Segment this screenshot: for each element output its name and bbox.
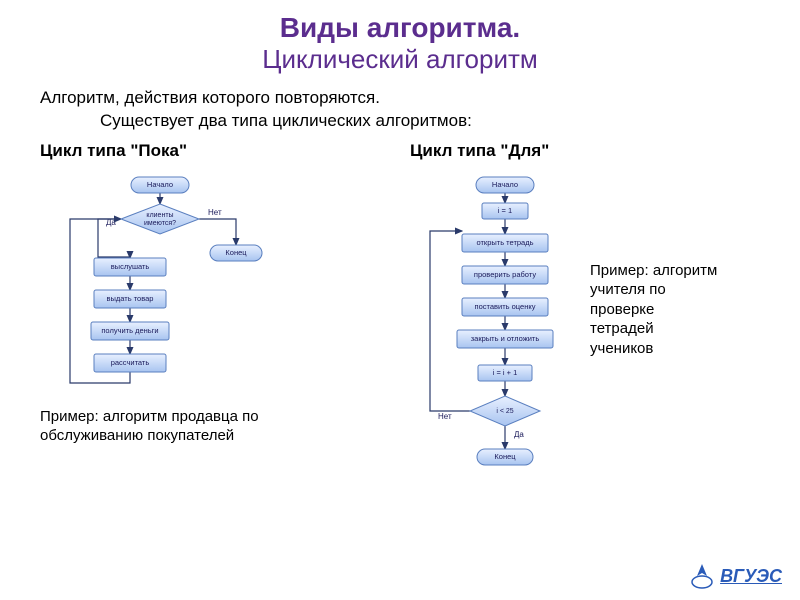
intro-block: Алгоритм, действия которого повторяются.…: [0, 79, 800, 135]
svg-text:Конец: Конец: [225, 248, 247, 257]
heading-for: Цикл типа "Для": [410, 141, 760, 161]
svg-text:клиенты: клиенты: [146, 212, 173, 219]
svg-text:имеются?: имеются?: [144, 220, 176, 227]
svg-text:Нет: Нет: [438, 412, 452, 421]
column-for: Цикл типа "Для" Да Нет Начало i = 1 открыть …: [410, 141, 760, 491]
heading-while: Цикл типа "Пока": [40, 141, 390, 161]
svg-text:закрыть и отложить: закрыть и отложить: [471, 334, 540, 343]
svg-text:проверить работу: проверить работу: [474, 270, 536, 279]
footer-logo: ВГУЭС: [690, 562, 782, 590]
flowchart-while: ДаНетНачалоклиентыимеются?Конецвыслушать…: [40, 171, 280, 401]
title-main: Виды алгоритма.: [20, 12, 780, 44]
svg-text:i < 25: i < 25: [496, 408, 513, 415]
intro-line2: Существует два типа циклических алгоритм…: [40, 110, 760, 133]
logo-text: ВГУЭС: [720, 566, 782, 587]
svg-text:Конец: Конец: [494, 452, 516, 461]
svg-text:открыть тетрадь: открыть тетрадь: [476, 238, 533, 247]
svg-text:получить деньги: получить деньги: [101, 326, 158, 335]
intro-line1: Алгоритм, действия которого повторяются.: [40, 87, 760, 110]
flowchart-for: Да Нет Начало i = 1 открыть тетрадь проверить…: [410, 171, 580, 491]
title-sub: Циклический алгоритм: [20, 44, 780, 75]
svg-text:выслушать: выслушать: [111, 262, 150, 271]
svg-text:Да: Да: [514, 430, 524, 439]
svg-text:i = i + 1: i = i + 1: [493, 368, 518, 377]
caption-while: Пример: алгоритм продавца по обслуживани…: [40, 407, 300, 446]
svg-text:Нет: Нет: [208, 208, 222, 217]
caption-for: Пример: алгоритм учителя по проверке тет…: [590, 261, 720, 359]
column-while: Цикл типа "Пока" ДаНетНачалоклиентыимеют…: [40, 141, 390, 491]
svg-text:рассчитать: рассчитать: [111, 358, 150, 367]
svg-text:Начало: Начало: [147, 180, 173, 189]
svg-text:выдать товар: выдать товар: [107, 294, 154, 303]
svg-text:i = 1: i = 1: [498, 206, 512, 215]
logo-icon: [690, 562, 714, 590]
svg-text:поставить оценку: поставить оценку: [475, 302, 536, 311]
svg-text:Начало: Начало: [492, 180, 518, 189]
